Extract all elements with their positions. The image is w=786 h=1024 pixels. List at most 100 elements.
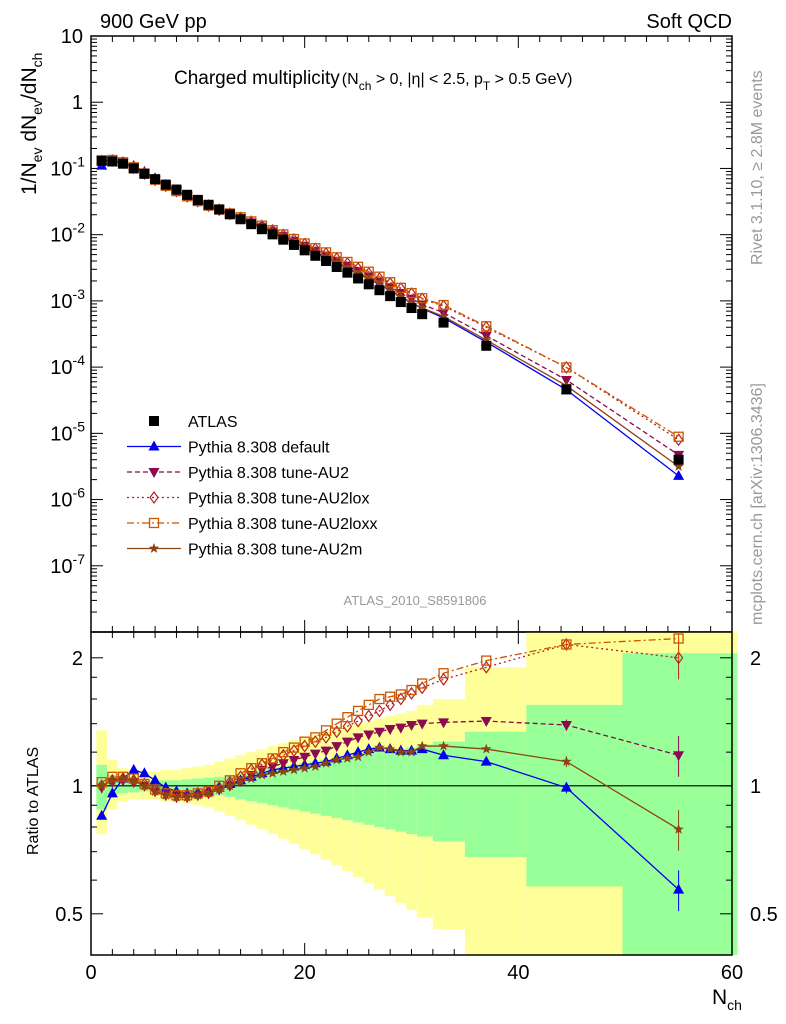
ratio-point [341, 737, 353, 748]
legend-label: Pythia 8.308 tune-AU2lox [188, 491, 369, 508]
stat-band-inner [374, 752, 385, 828]
ratio-point [416, 719, 428, 730]
ratio-point [384, 725, 396, 736]
ratio-point [161, 786, 171, 800]
ratio-point [310, 761, 321, 771]
ratio-point [395, 746, 406, 757]
ratio-point [310, 732, 321, 743]
ratio-point [256, 769, 268, 780]
data-point [203, 199, 214, 210]
ratio-point [396, 692, 406, 706]
ratio-point [673, 823, 684, 834]
data-point [278, 234, 289, 245]
ratio-point [107, 774, 118, 785]
ratio-point [395, 723, 407, 734]
stat-band-inner [363, 753, 375, 825]
ratio-y-tick-label: 0.5 [55, 904, 83, 926]
data-point [267, 229, 278, 240]
ratio-point [373, 727, 385, 738]
ratio-point [374, 704, 385, 718]
series-point [438, 299, 449, 311]
ratio-point [96, 780, 107, 791]
data-point [321, 256, 332, 267]
ratio-point [480, 755, 492, 766]
ratio-point [128, 763, 140, 774]
ratio-point [417, 740, 428, 751]
ratio-point [374, 693, 385, 705]
stat-band-inner [432, 741, 465, 842]
header-right: Soft QCD [646, 11, 732, 33]
data-point [363, 279, 374, 290]
ratio-point [267, 762, 279, 773]
series-point [374, 278, 385, 289]
data-point [128, 163, 139, 174]
analysis-id: ATLAS_2010_S8591806 [344, 593, 487, 608]
ratio-point [299, 752, 311, 763]
ratio-point [331, 725, 342, 739]
ratio-y-tick-label-right: 1 [750, 776, 761, 798]
legend-label: Pythia 8.308 default [188, 440, 330, 457]
data-point [246, 219, 257, 230]
ratio-point [561, 639, 572, 650]
stat-band-inner [464, 731, 527, 858]
ratio-point [331, 754, 342, 765]
stat-band-inner [406, 747, 417, 835]
ratio-point [438, 718, 450, 729]
ratio-point [160, 789, 171, 800]
ratio-point [149, 785, 161, 796]
ratio-point [117, 771, 129, 782]
data-point [118, 158, 129, 169]
ratio-point [299, 762, 310, 773]
data-point [417, 309, 428, 320]
y-tick-label: 10 [61, 26, 83, 48]
series-point [673, 431, 684, 442]
ratio-point [193, 786, 203, 800]
ratio-point [480, 717, 492, 728]
ratio-point [171, 788, 182, 802]
ratio-point [352, 705, 364, 717]
ratio-point [561, 756, 572, 767]
ratio-point [235, 776, 246, 787]
ratio-point [417, 681, 427, 695]
ratio-point [342, 752, 353, 763]
series-point [406, 297, 417, 308]
stat-band-inner [288, 764, 300, 810]
ratio-point [278, 766, 289, 776]
ratio-point [96, 809, 108, 820]
ratio-point [267, 753, 278, 764]
ratio-point [267, 753, 278, 767]
ratio-point [267, 767, 278, 778]
data-point [160, 179, 171, 190]
ratio-point [363, 730, 375, 741]
ratio-y-tick-label: 1 [72, 776, 83, 798]
data-point [406, 303, 417, 314]
ratio-point [363, 746, 374, 757]
stat-band-inner [352, 755, 364, 823]
ratio-point [288, 755, 300, 766]
y-tick-label: 10-7 [50, 551, 85, 578]
ratio-point [288, 764, 300, 775]
data-point [150, 174, 161, 185]
legend-marker [148, 517, 160, 529]
y-tick-label: 10-3 [50, 286, 85, 313]
stat-band-inner [267, 768, 278, 806]
data-point [256, 224, 267, 235]
series-point [384, 284, 396, 295]
stat-band-inner [395, 749, 407, 832]
data-point [214, 204, 225, 215]
data-point [353, 273, 364, 284]
ratio-point [352, 733, 364, 744]
legend-label-data: ATLAS [188, 414, 238, 431]
data-point [310, 250, 321, 261]
ratio-point [203, 787, 214, 798]
legend-marker [148, 440, 160, 451]
chart-title: Charged multiplicity (Nch > 0, |η| < 2.5,… [174, 68, 572, 93]
legend-label: Pythia 8.308 tune-AU2m [188, 542, 362, 559]
ratio-point [214, 781, 224, 795]
ratio-point [128, 774, 139, 785]
ratio-point [278, 746, 289, 758]
data-point [182, 189, 193, 200]
ratio-point [128, 773, 139, 784]
ratio-point [342, 712, 353, 723]
data-point [438, 317, 449, 328]
